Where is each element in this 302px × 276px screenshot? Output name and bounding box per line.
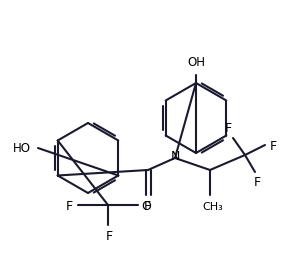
Text: O: O: [141, 200, 151, 213]
Text: CH₃: CH₃: [203, 202, 223, 212]
Text: F: F: [253, 176, 261, 190]
Text: F: F: [105, 230, 113, 243]
Text: F: F: [143, 200, 151, 213]
Text: F: F: [224, 123, 232, 136]
Text: HO: HO: [13, 142, 31, 155]
Text: F: F: [269, 140, 277, 153]
Text: OH: OH: [187, 55, 205, 68]
Text: F: F: [66, 200, 72, 213]
Text: N: N: [170, 150, 180, 163]
